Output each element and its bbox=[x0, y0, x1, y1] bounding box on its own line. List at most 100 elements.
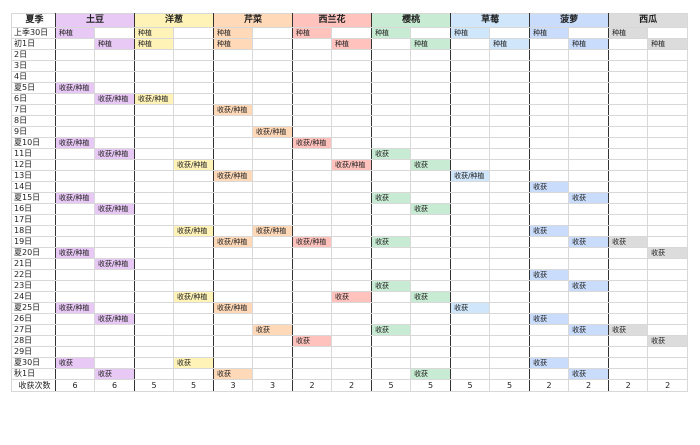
schedule-cell[interactable]: 收获 bbox=[213, 368, 254, 380]
schedule-cell[interactable] bbox=[173, 214, 215, 226]
schedule-cell[interactable] bbox=[93, 225, 136, 237]
schedule-cell[interactable] bbox=[134, 269, 175, 281]
schedule-cell[interactable]: 收获/种植 bbox=[55, 82, 95, 94]
date-cell[interactable]: 21日 bbox=[11, 258, 56, 270]
total-count-cell[interactable]: 6 bbox=[55, 379, 95, 392]
schedule-cell[interactable] bbox=[371, 126, 412, 138]
schedule-cell[interactable] bbox=[55, 203, 95, 215]
schedule-cell[interactable]: 种植 bbox=[134, 38, 175, 50]
schedule-cell[interactable] bbox=[93, 137, 136, 149]
schedule-cell[interactable] bbox=[252, 269, 294, 281]
schedule-cell[interactable]: 收获/种植 bbox=[173, 159, 215, 171]
total-count-cell[interactable]: 6 bbox=[93, 379, 136, 392]
schedule-cell[interactable]: 种植 bbox=[213, 38, 254, 50]
schedule-cell[interactable] bbox=[213, 280, 254, 292]
schedule-cell[interactable] bbox=[529, 302, 570, 314]
schedule-cell[interactable] bbox=[450, 38, 491, 50]
schedule-cell[interactable] bbox=[173, 181, 215, 193]
schedule-cell[interactable] bbox=[608, 38, 649, 50]
schedule-cell[interactable] bbox=[213, 324, 254, 336]
schedule-cell[interactable] bbox=[252, 247, 294, 259]
schedule-cell[interactable] bbox=[489, 368, 531, 380]
schedule-cell[interactable] bbox=[134, 159, 175, 171]
schedule-cell[interactable] bbox=[173, 148, 215, 160]
schedule-cell[interactable] bbox=[529, 236, 570, 248]
total-count-cell[interactable]: 3 bbox=[252, 379, 294, 392]
schedule-cell[interactable] bbox=[371, 247, 412, 259]
schedule-cell[interactable] bbox=[450, 82, 491, 94]
schedule-cell[interactable] bbox=[371, 203, 412, 215]
schedule-cell[interactable] bbox=[213, 137, 254, 149]
schedule-cell[interactable] bbox=[134, 236, 175, 248]
schedule-cell[interactable] bbox=[173, 71, 215, 83]
schedule-cell[interactable]: 收获 bbox=[371, 324, 412, 336]
crop-header-strawberry[interactable]: 草莓 bbox=[450, 13, 531, 28]
schedule-cell[interactable] bbox=[371, 346, 412, 358]
schedule-cell[interactable] bbox=[489, 302, 531, 314]
schedule-cell[interactable] bbox=[647, 269, 689, 281]
schedule-cell[interactable]: 种植 bbox=[450, 27, 491, 39]
schedule-cell[interactable] bbox=[529, 170, 570, 182]
total-count-cell[interactable]: 5 bbox=[489, 379, 531, 392]
schedule-cell[interactable] bbox=[292, 126, 333, 138]
schedule-cell[interactable] bbox=[568, 291, 610, 303]
schedule-cell[interactable] bbox=[647, 181, 689, 193]
schedule-cell[interactable] bbox=[450, 159, 491, 171]
schedule-cell[interactable] bbox=[647, 27, 689, 39]
schedule-cell[interactable] bbox=[93, 247, 136, 259]
schedule-cell[interactable] bbox=[292, 38, 333, 50]
schedule-cell[interactable] bbox=[55, 225, 95, 237]
schedule-cell[interactable] bbox=[134, 258, 175, 270]
schedule-cell[interactable] bbox=[608, 82, 649, 94]
date-cell[interactable]: 夏30日 bbox=[11, 357, 56, 369]
schedule-cell[interactable]: 种植 bbox=[55, 27, 95, 39]
crop-header-onion[interactable]: 洋葱 bbox=[134, 13, 215, 28]
schedule-cell[interactable] bbox=[173, 137, 215, 149]
schedule-cell[interactable] bbox=[450, 214, 491, 226]
schedule-cell[interactable] bbox=[292, 357, 333, 369]
schedule-cell[interactable] bbox=[410, 181, 452, 193]
schedule-cell[interactable] bbox=[331, 181, 373, 193]
schedule-cell[interactable]: 种植 bbox=[371, 27, 412, 39]
schedule-cell[interactable] bbox=[450, 137, 491, 149]
schedule-cell[interactable] bbox=[371, 368, 412, 380]
schedule-cell[interactable] bbox=[331, 368, 373, 380]
schedule-cell[interactable]: 收获/种植 bbox=[93, 258, 136, 270]
date-cell[interactable]: 8日 bbox=[11, 115, 56, 127]
schedule-cell[interactable] bbox=[410, 170, 452, 182]
schedule-cell[interactable] bbox=[489, 60, 531, 72]
schedule-cell[interactable]: 种植 bbox=[93, 38, 136, 50]
schedule-cell[interactable] bbox=[647, 137, 689, 149]
schedule-cell[interactable] bbox=[134, 324, 175, 336]
schedule-cell[interactable] bbox=[371, 60, 412, 72]
schedule-cell[interactable] bbox=[489, 82, 531, 94]
schedule-cell[interactable] bbox=[331, 346, 373, 358]
date-cell[interactable]: 夏10日 bbox=[11, 137, 56, 149]
date-cell[interactable]: 11日 bbox=[11, 148, 56, 160]
schedule-cell[interactable] bbox=[647, 324, 689, 336]
schedule-cell[interactable] bbox=[252, 346, 294, 358]
schedule-cell[interactable] bbox=[331, 247, 373, 259]
schedule-cell[interactable]: 种植 bbox=[213, 27, 254, 39]
schedule-cell[interactable] bbox=[371, 269, 412, 281]
schedule-cell[interactable] bbox=[608, 258, 649, 270]
schedule-cell[interactable] bbox=[292, 203, 333, 215]
schedule-cell[interactable] bbox=[252, 159, 294, 171]
schedule-cell[interactable] bbox=[489, 49, 531, 61]
schedule-cell[interactable] bbox=[450, 291, 491, 303]
schedule-cell[interactable] bbox=[450, 192, 491, 204]
schedule-cell[interactable] bbox=[93, 302, 136, 314]
schedule-cell[interactable] bbox=[489, 148, 531, 160]
schedule-cell[interactable] bbox=[292, 104, 333, 116]
schedule-cell[interactable] bbox=[529, 115, 570, 127]
schedule-cell[interactable] bbox=[450, 71, 491, 83]
schedule-cell[interactable] bbox=[331, 302, 373, 314]
crop-header-watermelon[interactable]: 西瓜 bbox=[608, 13, 689, 28]
schedule-cell[interactable] bbox=[529, 335, 570, 347]
schedule-cell[interactable]: 种植 bbox=[331, 38, 373, 50]
schedule-cell[interactable] bbox=[55, 335, 95, 347]
schedule-cell[interactable] bbox=[450, 104, 491, 116]
schedule-cell[interactable] bbox=[173, 269, 215, 281]
schedule-cell[interactable]: 收获 bbox=[568, 324, 610, 336]
schedule-cell[interactable] bbox=[134, 247, 175, 259]
